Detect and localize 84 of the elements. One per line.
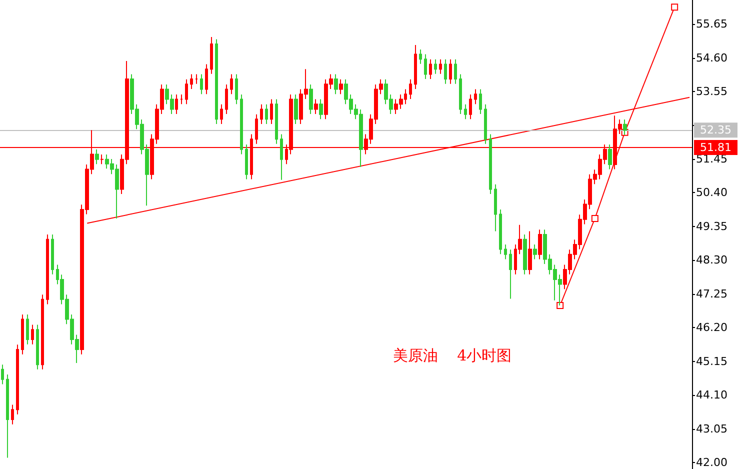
candlestick — [309, 84, 313, 115]
candlestick — [419, 48, 422, 64]
candlestick — [11, 404, 14, 425]
candlestick — [489, 134, 492, 195]
candlestick — [210, 36, 213, 74]
y-tick-label: 55.65 — [696, 18, 728, 31]
candlestick — [185, 78, 188, 105]
candlestick — [1, 364, 4, 385]
candlestick — [479, 88, 482, 115]
candlestick — [449, 58, 452, 84]
candlestick — [533, 244, 537, 260]
candlestick — [36, 324, 39, 370]
y-tick-label: 53.55 — [696, 85, 728, 98]
candlestick — [444, 58, 447, 84]
candlestick — [220, 104, 223, 124]
candlestick — [21, 314, 24, 355]
candlestick — [439, 58, 442, 74]
ref-line-label: 52.35 — [700, 124, 732, 137]
candlestick — [314, 98, 318, 115]
candlestick — [523, 234, 527, 275]
candlestick — [100, 154, 104, 165]
candlestick — [424, 54, 427, 80]
candlestick — [270, 98, 273, 124]
candlestick — [225, 84, 228, 115]
y-tick-label: 48.30 — [696, 254, 728, 267]
candlestick — [180, 94, 183, 105]
candlestick — [46, 234, 49, 305]
candlestick — [608, 144, 612, 170]
candlestick — [459, 74, 462, 115]
candlestick — [215, 38, 218, 124]
candlestick — [245, 144, 248, 180]
y-tick-label: 44.10 — [696, 388, 728, 402]
candlestick — [319, 98, 323, 120]
point — [556, 302, 564, 309]
candlestick — [51, 234, 54, 275]
candlestick — [275, 98, 278, 144]
candlestick — [6, 374, 9, 458]
candlestick — [499, 208, 502, 255]
candlestick — [260, 104, 263, 124]
candlestick — [334, 74, 338, 95]
text: 美原油 4小时图 — [393, 346, 512, 364]
candlestick — [494, 184, 497, 232]
point — [671, 4, 678, 11]
candlestick — [280, 134, 283, 180]
y-tick-label: 49.35 — [696, 220, 728, 233]
y-tick-label: 46.20 — [696, 321, 728, 334]
y-tick-label: 42.00 — [696, 456, 728, 469]
candlestick — [454, 58, 457, 84]
candlestick — [26, 314, 29, 345]
y-tick-label: 45.15 — [696, 354, 728, 368]
candlestick — [190, 74, 193, 90]
y-tick-label: 47.25 — [696, 287, 728, 300]
candlestick — [200, 74, 203, 95]
candlestick — [205, 64, 208, 95]
candlestick — [339, 78, 343, 95]
candlestick — [31, 324, 34, 345]
ref-line-label: 51.81 — [700, 140, 732, 154]
candlestick — [469, 94, 472, 120]
candlestick — [240, 94, 243, 155]
candlestick — [16, 344, 19, 415]
point — [591, 214, 598, 222]
candlestick — [528, 230, 532, 275]
candlestick — [464, 104, 467, 120]
candlestick — [95, 148, 99, 165]
y-tick-label: 54.60 — [696, 51, 728, 64]
candlestick — [434, 58, 437, 74]
candlestick — [255, 114, 258, 144]
candlestick — [41, 294, 44, 370]
candlestick — [235, 74, 238, 105]
candlestick — [265, 104, 268, 124]
candlestick — [509, 249, 512, 300]
candlestick — [538, 229, 542, 260]
candlestick — [230, 74, 233, 95]
candlestick — [414, 44, 417, 90]
candlestick — [294, 94, 298, 124]
candlestick — [504, 244, 507, 260]
candlestick — [409, 78, 412, 100]
y-tick-label: 43.05 — [696, 422, 728, 436]
y-tick-label: 50.40 — [696, 186, 728, 200]
candlestick — [429, 58, 432, 80]
candlestick — [474, 88, 477, 105]
candlestick — [195, 74, 198, 84]
candlestick — [175, 94, 178, 115]
candlestick — [484, 104, 487, 144]
